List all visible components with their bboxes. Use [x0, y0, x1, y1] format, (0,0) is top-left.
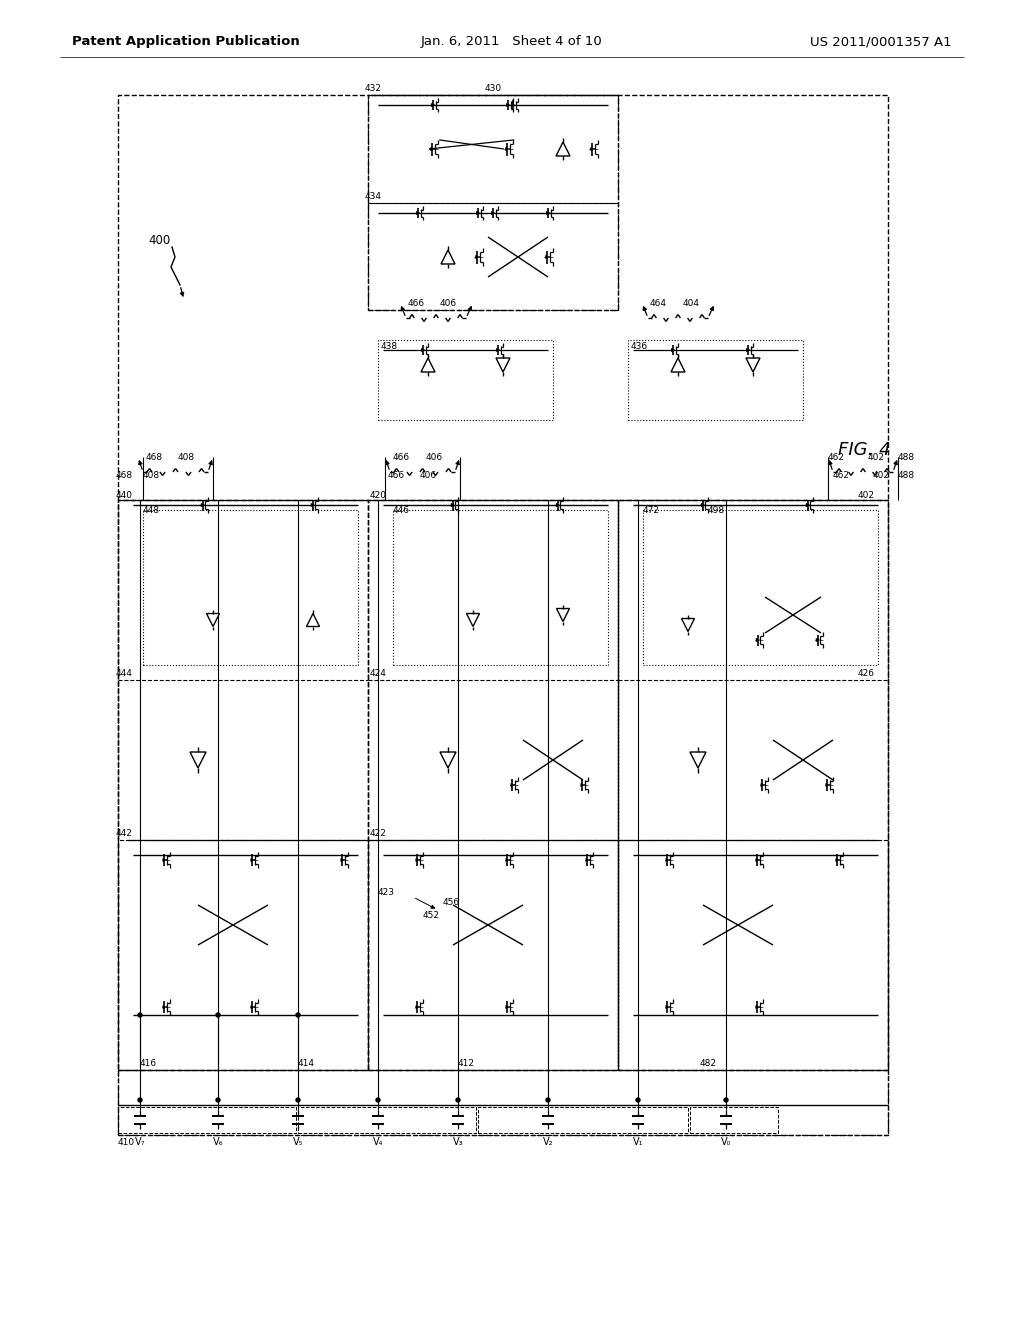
- Text: 423: 423: [378, 888, 395, 898]
- Text: 468: 468: [146, 453, 163, 462]
- Text: 456: 456: [443, 898, 460, 907]
- Bar: [618, 840, 888, 1071]
- Text: 406: 406: [440, 300, 457, 308]
- Text: 466: 466: [408, 300, 425, 308]
- Text: 446: 446: [393, 506, 410, 515]
- Circle shape: [456, 1098, 460, 1102]
- Text: 482: 482: [700, 1059, 717, 1068]
- Text: 416: 416: [140, 1059, 157, 1068]
- Text: Jan. 6, 2011   Sheet 4 of 10: Jan. 6, 2011 Sheet 4 of 10: [421, 36, 603, 49]
- Text: 442: 442: [116, 829, 133, 838]
- Circle shape: [636, 1098, 640, 1102]
- Text: 466: 466: [393, 453, 411, 462]
- Circle shape: [376, 1098, 380, 1102]
- Bar: [368, 840, 618, 1071]
- Text: 410: 410: [118, 1138, 135, 1147]
- Bar: [118, 1107, 296, 1133]
- Text: 408: 408: [178, 453, 196, 462]
- Text: 404: 404: [683, 300, 700, 308]
- Text: 440: 440: [116, 491, 133, 500]
- Text: 408: 408: [143, 471, 160, 480]
- Text: 462: 462: [828, 453, 845, 462]
- Text: US 2011/0001357 A1: US 2011/0001357 A1: [810, 36, 952, 49]
- Text: 426: 426: [858, 669, 874, 678]
- Text: 400: 400: [148, 234, 170, 247]
- Text: 402: 402: [858, 491, 874, 500]
- Circle shape: [216, 1098, 220, 1102]
- Text: 468: 468: [116, 471, 133, 480]
- Bar: [118, 1071, 888, 1135]
- Text: 406: 406: [426, 453, 443, 462]
- Text: V₅: V₅: [293, 1137, 303, 1147]
- Text: 444: 444: [116, 669, 133, 678]
- Text: 488: 488: [898, 453, 915, 462]
- Text: V₁: V₁: [633, 1137, 643, 1147]
- Circle shape: [546, 1098, 550, 1102]
- Text: 436: 436: [631, 342, 648, 351]
- Bar: [368, 203, 618, 310]
- Text: 438: 438: [381, 342, 398, 351]
- Text: V₂: V₂: [543, 1137, 553, 1147]
- Text: V₀: V₀: [721, 1137, 731, 1147]
- Text: 452: 452: [423, 911, 440, 920]
- Circle shape: [296, 1098, 300, 1102]
- Bar: [478, 1107, 688, 1133]
- Bar: [118, 500, 368, 1071]
- Text: V₄: V₄: [373, 1137, 383, 1147]
- Bar: [368, 500, 618, 1071]
- Text: 432: 432: [365, 84, 382, 92]
- Text: 430: 430: [484, 84, 502, 92]
- Text: 498: 498: [708, 506, 725, 515]
- Text: 414: 414: [298, 1059, 315, 1068]
- Circle shape: [296, 1012, 300, 1016]
- Bar: [378, 341, 553, 420]
- Text: 464: 464: [650, 300, 667, 308]
- Text: 412: 412: [458, 1059, 475, 1068]
- Text: V₆: V₆: [213, 1137, 223, 1147]
- Text: 488: 488: [898, 471, 915, 480]
- Text: 422: 422: [370, 829, 387, 838]
- Circle shape: [138, 1012, 142, 1016]
- Circle shape: [138, 1098, 142, 1102]
- Text: 448: 448: [143, 506, 160, 515]
- Text: 462: 462: [833, 471, 850, 480]
- Text: 434: 434: [365, 191, 382, 201]
- Text: 420: 420: [370, 491, 387, 500]
- Bar: [690, 1107, 778, 1133]
- Text: 472: 472: [643, 506, 660, 515]
- Bar: [618, 500, 888, 1071]
- Bar: [643, 510, 878, 665]
- Text: 406: 406: [420, 471, 437, 480]
- Bar: [628, 341, 803, 420]
- Text: V₇: V₇: [135, 1137, 145, 1147]
- Bar: [393, 510, 608, 665]
- Text: Patent Application Publication: Patent Application Publication: [72, 36, 300, 49]
- Text: FIG. 4: FIG. 4: [838, 441, 891, 459]
- Bar: [118, 840, 368, 1071]
- Text: V₃: V₃: [453, 1137, 463, 1147]
- Text: 424: 424: [370, 669, 387, 678]
- Bar: [368, 95, 618, 203]
- Bar: [368, 95, 618, 310]
- Bar: [118, 95, 888, 1135]
- Text: 466: 466: [388, 471, 406, 480]
- Bar: [298, 1107, 476, 1133]
- Circle shape: [216, 1012, 220, 1016]
- Text: 402: 402: [873, 471, 890, 480]
- Bar: [143, 510, 358, 665]
- Text: 402: 402: [868, 453, 885, 462]
- Circle shape: [724, 1098, 728, 1102]
